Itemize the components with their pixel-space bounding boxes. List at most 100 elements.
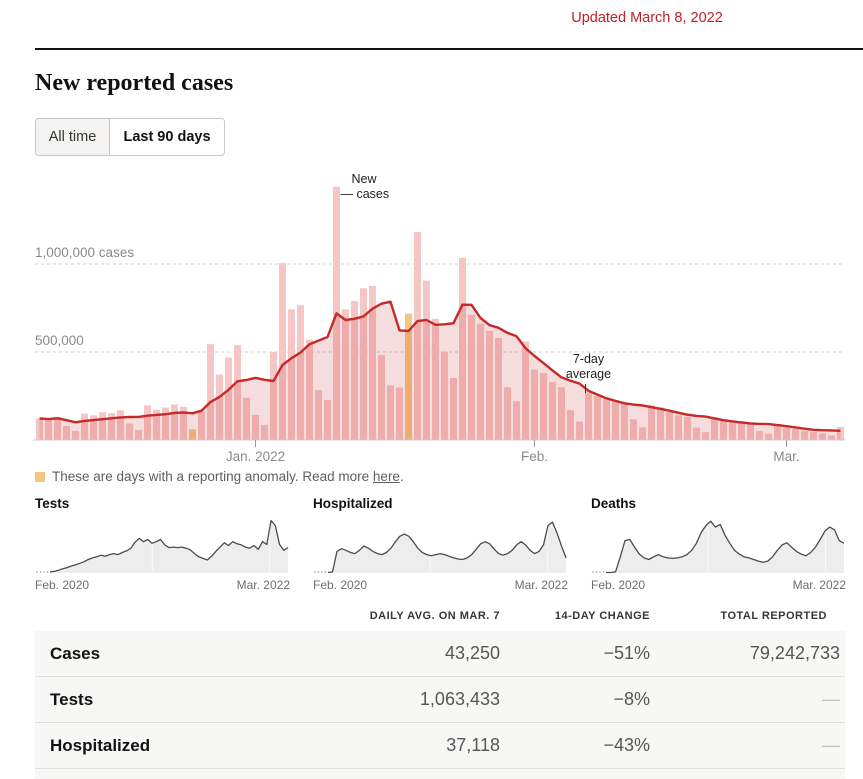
case-bar[interactable] [504, 387, 511, 440]
case-bar[interactable] [441, 351, 448, 440]
case-bar[interactable] [162, 407, 169, 440]
case-bar[interactable] [216, 374, 223, 440]
case-bar[interactable] [126, 423, 133, 440]
case-bar[interactable] [837, 426, 844, 440]
case-bar[interactable] [621, 403, 628, 440]
case-bar[interactable] [207, 344, 214, 440]
case-bar[interactable] [225, 357, 232, 440]
case-bar[interactable] [180, 406, 187, 440]
case-bar[interactable] [648, 404, 655, 440]
case-bar[interactable] [522, 341, 529, 440]
case-bar[interactable] [54, 416, 61, 440]
case-bar[interactable] [72, 430, 79, 440]
case-bar[interactable] [612, 400, 619, 440]
case-bar[interactable] [270, 352, 277, 440]
case-bar[interactable] [261, 424, 268, 440]
case-bar[interactable] [513, 401, 520, 440]
case-bar[interactable] [432, 318, 439, 440]
spark-area [328, 522, 566, 573]
anomaly-bar[interactable] [189, 429, 196, 440]
case-bar[interactable] [603, 398, 610, 440]
anomaly-bar[interactable] [405, 313, 412, 440]
case-bar[interactable] [585, 392, 592, 440]
case-bar[interactable] [81, 413, 88, 440]
case-bar[interactable] [36, 418, 43, 440]
case-bar[interactable] [657, 407, 664, 440]
case-bar[interactable] [63, 425, 70, 440]
y-axis-label: 500,000 [35, 333, 84, 348]
case-bar[interactable] [396, 387, 403, 440]
spark-dotted-start [317, 571, 320, 573]
case-bar[interactable] [549, 381, 556, 440]
case-bar[interactable] [531, 369, 538, 440]
case-bar[interactable] [351, 300, 358, 440]
case-bar[interactable] [747, 423, 754, 440]
case-bar[interactable] [243, 397, 250, 440]
case-bar[interactable] [135, 429, 142, 440]
case-bar[interactable] [684, 417, 691, 440]
case-bar[interactable] [594, 396, 601, 440]
case-bar[interactable] [45, 419, 52, 440]
case-bar[interactable] [675, 415, 682, 440]
anomaly-note-suffix: . [399, 469, 404, 484]
case-bar[interactable] [756, 430, 763, 440]
case-bar[interactable] [486, 330, 493, 440]
case-bar[interactable] [540, 373, 547, 440]
case-bar[interactable] [117, 410, 124, 440]
case-bar[interactable] [306, 339, 313, 440]
stats-table-header: DAILY AVG. ON MAR. 7 14-DAY CHANGE TOTAL… [35, 604, 845, 631]
case-bar[interactable] [693, 427, 700, 440]
case-bar[interactable] [801, 431, 808, 440]
total-value: — [822, 689, 840, 709]
case-bar[interactable] [639, 427, 646, 440]
case-bar[interactable] [702, 432, 709, 440]
case-bar[interactable] [360, 288, 367, 440]
case-bar[interactable] [630, 419, 637, 440]
case-bar[interactable] [558, 387, 565, 440]
case-bar[interactable] [666, 411, 673, 440]
case-bar[interactable] [378, 355, 385, 440]
case-bar[interactable] [252, 415, 259, 440]
case-bar[interactable] [414, 231, 421, 440]
case-bar[interactable] [153, 409, 160, 440]
case-bar[interactable] [720, 419, 727, 440]
case-bar[interactable] [810, 432, 817, 440]
case-bar[interactable] [144, 405, 151, 440]
case-bar[interactable] [792, 429, 799, 440]
case-bar[interactable] [738, 422, 745, 440]
case-bar[interactable] [369, 285, 376, 440]
case-bar[interactable] [711, 417, 718, 440]
case-bar[interactable] [198, 411, 205, 440]
case-bar[interactable] [324, 399, 331, 440]
case-bar[interactable] [288, 309, 295, 440]
case-bar[interactable] [279, 263, 286, 440]
toggle-last-90-days[interactable]: Last 90 days [110, 119, 224, 155]
case-bar[interactable] [819, 433, 826, 440]
case-bar[interactable] [342, 309, 349, 440]
case-bar[interactable] [567, 410, 574, 440]
case-bar[interactable] [108, 413, 115, 440]
case-bar[interactable] [459, 257, 466, 440]
toggle-all-time[interactable]: All time [36, 119, 110, 155]
case-bar[interactable] [774, 424, 781, 440]
case-bar[interactable] [297, 305, 304, 440]
case-bar[interactable] [171, 404, 178, 440]
avg-line [39, 300, 841, 432]
case-bar[interactable] [90, 415, 97, 440]
case-bar[interactable] [477, 323, 484, 440]
case-bar[interactable] [828, 435, 835, 440]
case-bar[interactable] [783, 427, 790, 440]
case-bar[interactable] [468, 314, 475, 440]
case-bar[interactable] [576, 421, 583, 440]
case-bar[interactable] [315, 390, 322, 440]
case-bar[interactable] [765, 433, 772, 440]
case-bar[interactable] [234, 344, 241, 440]
anomaly-note-link[interactable]: here [372, 469, 400, 484]
case-bar[interactable] [729, 420, 736, 440]
case-bar[interactable] [495, 337, 502, 440]
case-bar[interactable] [450, 378, 457, 440]
case-bar[interactable] [99, 412, 106, 440]
case-bar[interactable] [387, 385, 394, 440]
case-bar[interactable] [423, 280, 430, 440]
cases-chart[interactable]: 1,000,000 cases 500,000 Jan. 2022 Feb. Mar. N… [33, 160, 847, 466]
